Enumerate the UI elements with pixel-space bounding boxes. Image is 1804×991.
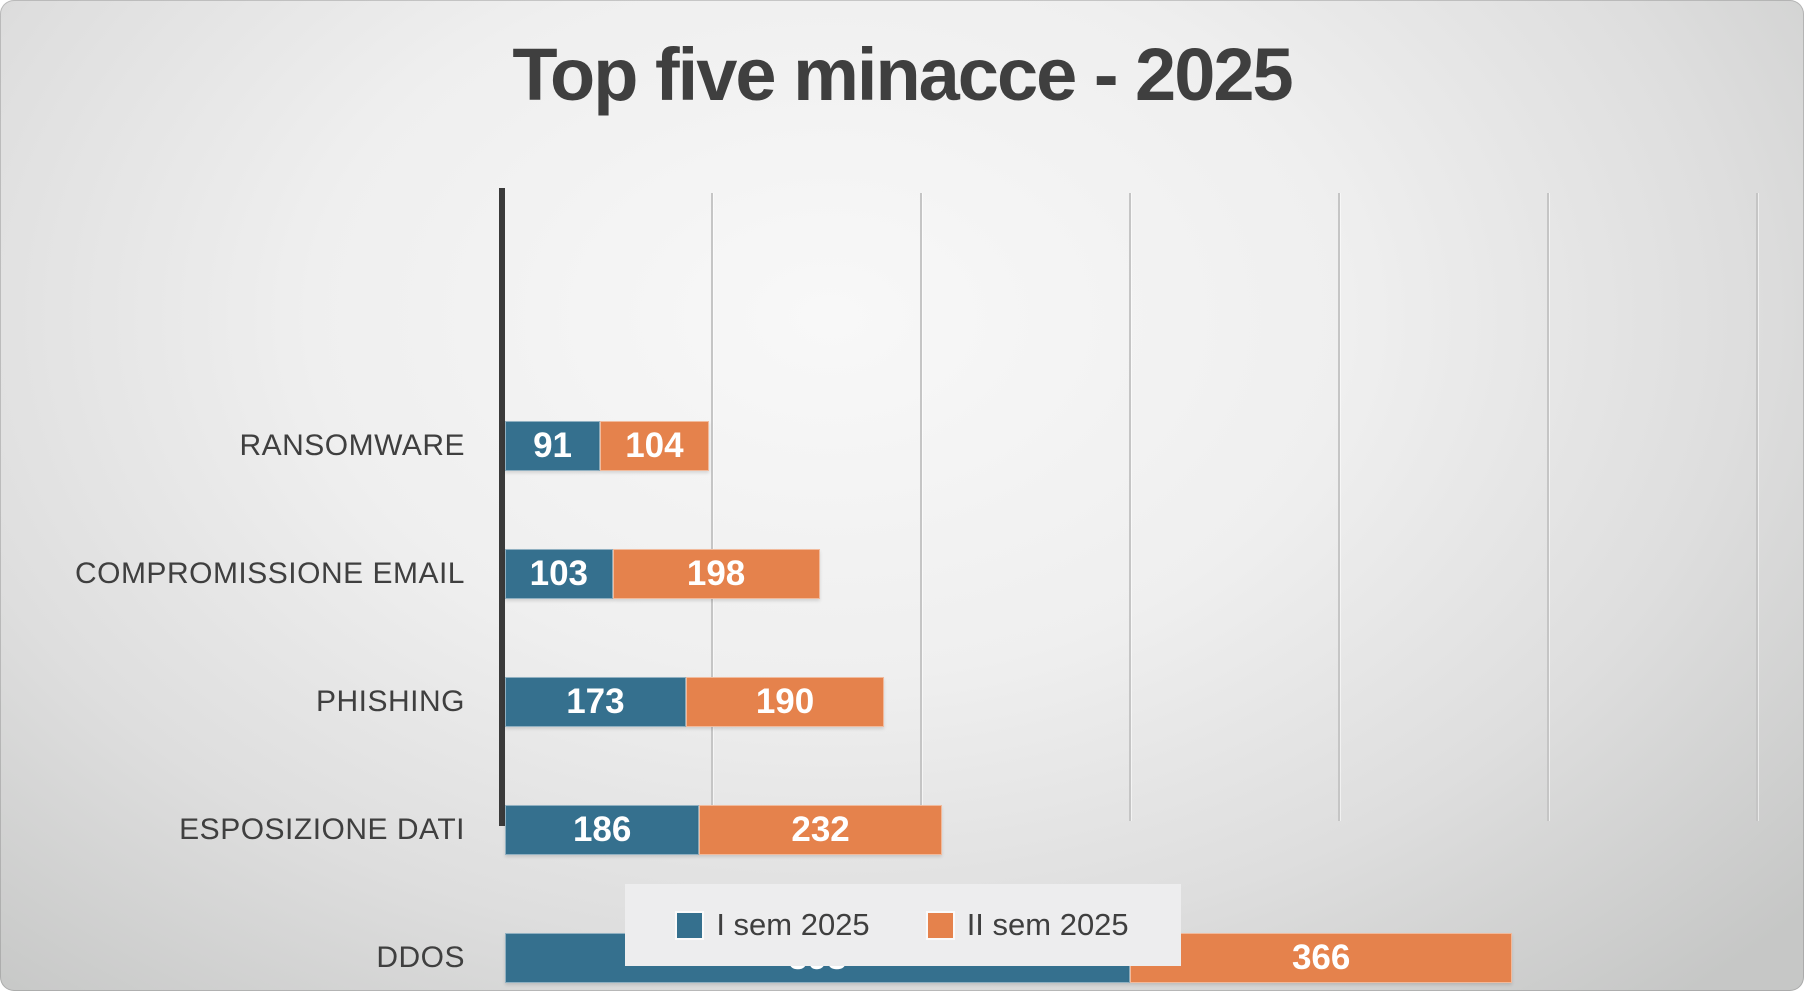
bar-segment-series2: 232 [699,805,942,855]
y-axis-line [499,188,505,826]
bar-segment-series2: 198 [612,549,820,599]
bar-row: RANSOMWARE 91 104 [0,421,1804,471]
gridline-200 [711,193,713,821]
data-label: 103 [529,554,589,593]
legend-swatch-icon [927,912,953,938]
data-label: 366 [1291,938,1351,977]
data-label: 173 [566,682,625,721]
legend-swatch-icon [677,912,703,938]
data-label: 232 [791,810,850,849]
bar-row: ESPOSIZIONE DATI 186 232 [0,805,1804,855]
data-label: 91 [533,426,573,465]
plot-area: RANSOMWARE 91 104 COMPROMISSIONE EMAIL 103 19… [0,188,1804,983]
gridline-1200 [1756,193,1758,821]
gridline-600 [1129,193,1131,821]
legend-item-series1: I sem 2025 [677,907,870,943]
data-label: 186 [572,810,632,849]
legend-label: I sem 2025 [716,907,870,942]
legend-item-series2: II sem 2025 [927,907,1129,943]
bar-segment-series1: 173 [505,677,686,727]
chart-title: Top five minacce - 2025 [512,33,1293,116]
bar-segment-series2: 104 [600,421,709,471]
bar-segment-series1: 103 [505,549,613,599]
bar-segment-series1: 91 [505,421,601,471]
gridline-1000 [1547,193,1549,821]
bar-segment-series2: 190 [685,677,885,727]
category-label: COMPROMISSIONE EMAIL [74,557,465,590]
chart-legend: I sem 2025 II sem 2025 [625,884,1181,966]
data-label: 198 [686,554,746,593]
data-label: 190 [755,682,815,721]
bar-segment-series1: 186 [505,805,700,855]
category-label: ESPOSIZIONE DATI [179,813,465,846]
category-label: RANSOMWARE [239,429,465,462]
data-label: 104 [625,426,684,465]
bar-row: COMPROMISSIONE EMAIL 103 198 [0,549,1804,599]
bar-segment-series2: 366 [1129,933,1513,983]
bar-row: PHISHING 173 190 [0,677,1804,727]
category-label: PHISHING [315,685,465,718]
gridline-400 [920,193,922,821]
gridline-800 [1338,193,1340,821]
legend-label: II sem 2025 [966,907,1129,942]
category-label: DDOS [376,941,465,974]
